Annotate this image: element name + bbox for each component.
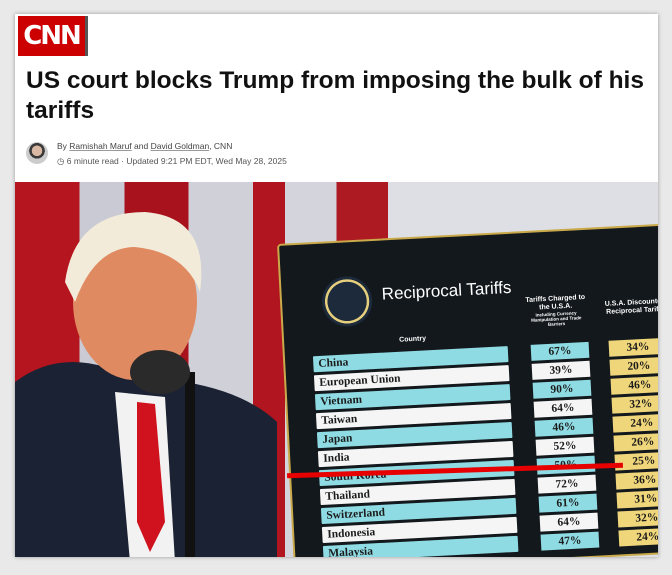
reciprocal-tariff: 26% xyxy=(613,432,658,452)
read-time: 6 minute read xyxy=(66,156,119,166)
tariff-row: European Union 39% 20% xyxy=(313,356,658,392)
byline: By Ramishah Maruf and David Goldman, CNN xyxy=(57,141,232,151)
tariff-row: Switzerland 61% 31% xyxy=(320,489,658,525)
tariff-charged: 61% xyxy=(538,493,598,513)
col-header-reciprocal: U.S.A. Discounted Reciprocal Tariffs xyxy=(604,297,658,316)
tariff-row: India 52% 26% xyxy=(317,432,658,468)
clock-icon: ◷ xyxy=(57,156,65,166)
presidential-seal-icon xyxy=(320,275,374,328)
trump-figure xyxy=(15,212,277,557)
byline-outlet: , CNN xyxy=(209,141,233,151)
author-link-1[interactable]: Ramishah Maruf xyxy=(69,141,132,151)
article-meta: ◷ 6 minute read · Updated 9:21 PM EDT, W… xyxy=(57,156,287,167)
updated-timestamp: · Updated 9:21 PM EDT, Wed May 28, 2025 xyxy=(121,156,287,166)
tariff-charged: 64% xyxy=(539,512,599,532)
article-card: CNN US court blocks Trump from imposing … xyxy=(15,14,658,557)
cnn-logo[interactable]: CNN xyxy=(18,16,88,56)
reciprocal-tariff: 31% xyxy=(616,489,658,509)
reciprocal-tariff: 20% xyxy=(609,356,658,376)
col-charged-label: Tariffs Charged to the U.S.A. xyxy=(525,293,586,312)
tariff-row: Indonesia 64% 32% xyxy=(321,508,658,544)
tariff-row: Thailand 72% 36% xyxy=(319,470,658,506)
byline-and: and xyxy=(134,141,149,151)
tariff-row: Vietnam 90% 46% xyxy=(314,375,658,411)
tariff-charged: 46% xyxy=(534,417,594,437)
col-header-country: Country xyxy=(399,335,427,344)
tariff-charged: 90% xyxy=(532,379,592,399)
byline-prefix: By xyxy=(57,141,67,151)
tariff-charged: 52% xyxy=(535,436,595,456)
reciprocal-tariff: 36% xyxy=(615,470,658,490)
tariff-row: China 67% 34% xyxy=(312,337,658,373)
tariff-row: Malaysia 47% 24% xyxy=(322,527,658,557)
reciprocal-tariff: 34% xyxy=(608,337,658,357)
board-title: Reciprocal Tariffs xyxy=(381,277,512,304)
logo-text: CNN xyxy=(23,21,82,51)
tariff-charged: 39% xyxy=(531,360,591,380)
tariff-row: Japan 46% 24% xyxy=(316,413,658,449)
author-avatar[interactable] xyxy=(26,142,48,164)
tariff-charged: 67% xyxy=(530,341,590,361)
tariff-charged: 47% xyxy=(540,531,600,551)
author-link-2[interactable]: David Goldman xyxy=(150,141,210,151)
reciprocal-tariff: 24% xyxy=(618,527,658,547)
reciprocal-tariffs-board: Reciprocal Tariffs Country Tariffs Charg… xyxy=(277,223,658,557)
hero-photo[interactable]: Reciprocal Tariffs Country Tariffs Charg… xyxy=(15,182,658,557)
tariff-charged: 72% xyxy=(537,474,597,494)
headline: US court blocks Trump from imposing the … xyxy=(26,67,644,124)
col-charged-note: Including Currency Manipulation and Trad… xyxy=(531,310,582,327)
reciprocal-tariff: 24% xyxy=(612,413,658,433)
reciprocal-tariff: 32% xyxy=(617,508,658,528)
reciprocal-tariff: 32% xyxy=(611,394,658,414)
col-header-charged: Tariffs Charged to the U.S.A. Including C… xyxy=(525,294,587,328)
tariff-row: Taiwan 64% 32% xyxy=(315,394,658,430)
reciprocal-tariff: 46% xyxy=(610,375,658,395)
tariff-charged: 64% xyxy=(533,398,593,418)
